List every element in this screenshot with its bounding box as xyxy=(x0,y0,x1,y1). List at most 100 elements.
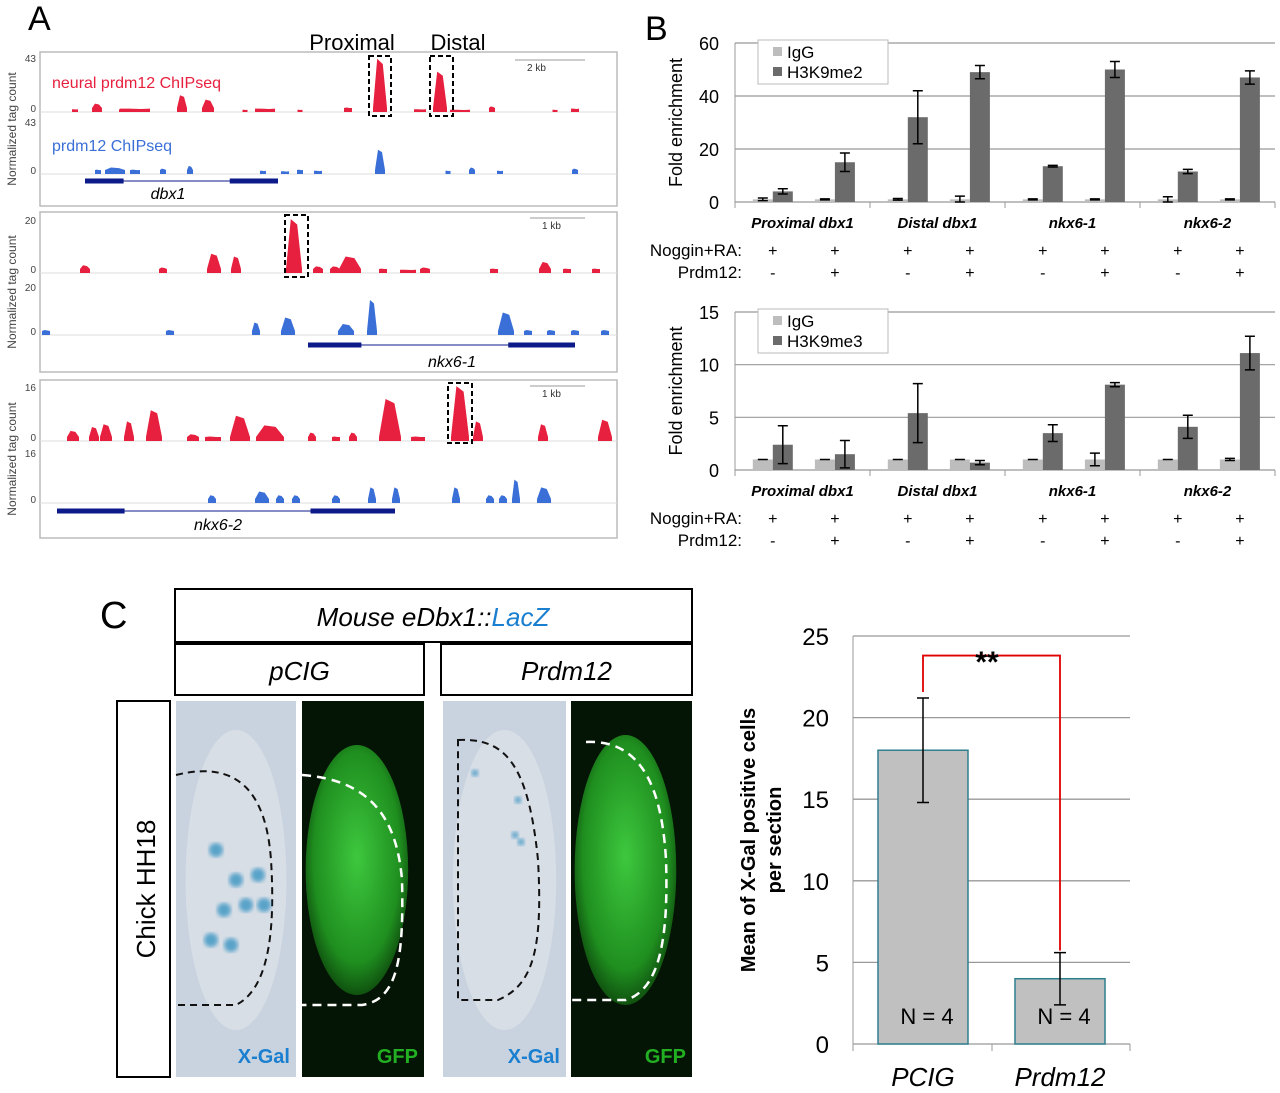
lacz-stain xyxy=(511,831,519,839)
bar-H3K9me3 xyxy=(1239,353,1260,470)
prdm12-chip-peak xyxy=(486,495,494,503)
lacz-stain xyxy=(251,868,265,882)
y-axis-label: Fold enrichment xyxy=(666,58,686,187)
xgal-label: X-Gal xyxy=(508,1046,560,1068)
neural-tube xyxy=(452,730,557,1030)
y-axis-label-line: Mean of X-Gal positive cells xyxy=(738,708,760,973)
prdm12-chip-peak xyxy=(105,167,125,174)
bar-IgG xyxy=(1022,199,1043,202)
neural-chip-peak xyxy=(313,266,323,273)
prdm12-chip-peak xyxy=(537,487,551,503)
chart-B-top: 0 20 40 60 Fold enrichment Proximal dbx1 Dista… xyxy=(650,34,1276,282)
prdm12-chip-peak xyxy=(281,317,295,335)
group-label: Distal dbx1 xyxy=(897,483,977,500)
prdm12-chip-peak xyxy=(260,170,266,174)
gene-name: dbx1 xyxy=(151,186,186,203)
gfp-micrograph: GFP xyxy=(571,701,692,1077)
chart-C: 0 5 10 15 20 25 Mean of X-Gal positive cells pe… xyxy=(738,624,1131,1092)
gene-exon xyxy=(508,342,575,348)
xgal-label: X-Gal xyxy=(238,1046,290,1068)
neural-chip-peak xyxy=(450,109,470,112)
prdm12-chip-peak xyxy=(367,300,377,335)
condition-prdm12: - xyxy=(770,265,775,282)
reporter-name: LacZ xyxy=(492,602,551,632)
gfp-signal xyxy=(574,735,677,1005)
neural-chip-peak xyxy=(146,410,162,441)
row-label-noggin-ra: Noggin+RA: xyxy=(650,509,742,528)
condition-prdm12: + xyxy=(1100,265,1109,282)
error-bar xyxy=(1224,457,1235,462)
track-ymin: 0 xyxy=(30,265,36,276)
bar-H3K9me2 xyxy=(772,191,793,202)
x-category-label: Prdm12 xyxy=(1014,1062,1106,1092)
y-tick-label: 0 xyxy=(816,1032,829,1059)
prdm12-chip-peak xyxy=(252,322,260,335)
outline-dashed xyxy=(175,770,274,1006)
neural-chip-peak xyxy=(379,268,387,273)
gene-exon xyxy=(229,178,278,184)
gfp-micrograph: GFP xyxy=(301,701,424,1077)
condition-noggin-ra: + xyxy=(1100,511,1109,528)
y-axis-label: Normalized tag count xyxy=(5,72,19,186)
neural-chip-peak xyxy=(420,267,430,273)
neural-chip-peak xyxy=(349,432,357,441)
error-bar xyxy=(1162,195,1173,203)
gene-name: nkx6-2 xyxy=(194,517,242,534)
error-bar xyxy=(1182,168,1193,175)
gene-exon xyxy=(310,508,395,514)
condition-noggin-ra: + xyxy=(1235,243,1244,260)
x-category-label: PCIG xyxy=(891,1062,955,1092)
y-tick-label: 5 xyxy=(709,408,719,428)
y-tick-label: 60 xyxy=(699,34,719,54)
lacz-stain xyxy=(217,903,231,917)
peak-highlight-box xyxy=(429,55,454,117)
y-tick-label: 10 xyxy=(699,356,719,376)
row-label-prdm12: Prdm12: xyxy=(678,263,742,282)
condition-prdm12: - xyxy=(1040,265,1045,282)
condition-prdm12: - xyxy=(770,533,775,550)
legend-label: IgG xyxy=(787,312,814,331)
error-bar xyxy=(777,425,788,465)
y-axis-label: Fold enrichment xyxy=(666,326,686,455)
legend-swatch xyxy=(773,47,782,56)
condition-noggin-ra: + xyxy=(768,511,777,528)
bar-H3K9me2 xyxy=(1177,171,1198,202)
prdm12-chip-peak xyxy=(375,149,385,174)
prdm12-chip-peak xyxy=(297,169,303,174)
legend-label: H3K9me2 xyxy=(787,63,863,82)
condition-noggin-ra: + xyxy=(768,243,777,260)
bar-H3K9me3 xyxy=(1042,433,1063,470)
significance-stars: ** xyxy=(975,646,999,679)
neural-chip-peak xyxy=(89,427,99,441)
y-tick-label: 20 xyxy=(699,140,719,160)
lacz-stain xyxy=(517,838,525,846)
scale-bar-label: 2 kb xyxy=(527,63,546,74)
neural-chip-peak xyxy=(339,256,361,273)
lacz-stain xyxy=(514,796,522,804)
neural-chip-peak xyxy=(231,256,241,273)
gene-exon xyxy=(308,342,362,348)
neural-chip-peak xyxy=(255,108,275,112)
neural-chip-peak xyxy=(330,266,340,273)
y-tick-label: 5 xyxy=(816,950,829,977)
neural-chip-peak xyxy=(411,436,425,441)
y-axis-label-line: per section xyxy=(764,787,786,894)
condition-noggin-ra: + xyxy=(1173,511,1182,528)
condition-noggin-ra: + xyxy=(965,243,974,260)
prdm12-chip-peak xyxy=(95,169,101,174)
prdm12-chip-peak xyxy=(338,324,354,335)
condition-prdm12: + xyxy=(830,533,839,550)
prdm12-chip-peak xyxy=(601,330,609,335)
track-ymax: 43 xyxy=(25,118,37,129)
group-label: nkx6-2 xyxy=(1184,483,1232,500)
bar-H3K9me2 xyxy=(907,117,928,202)
scale-bar-label: 1 kb xyxy=(542,389,561,400)
peak-highlight-box xyxy=(284,214,309,278)
lacz-stain xyxy=(224,938,238,952)
error-bar xyxy=(839,152,850,173)
neural-chip-peak xyxy=(433,71,447,112)
neural-chip-peak xyxy=(67,430,79,441)
region-label-distal: Distal xyxy=(430,30,485,55)
neural-chip-peak xyxy=(177,95,187,112)
neural-chip-peak xyxy=(242,109,248,112)
